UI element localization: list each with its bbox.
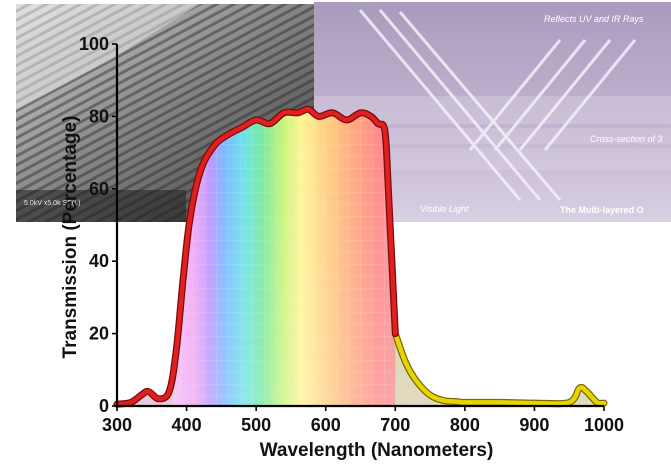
x-tick-label: 1000 [584, 415, 624, 435]
diagram-label-cross-section: Cross-section of 3 [590, 134, 663, 144]
x-tick-label: 300 [102, 415, 132, 435]
visible-curve [114, 106, 398, 407]
y-tick-label: 100 [79, 34, 109, 54]
x-tick-label: 900 [519, 415, 549, 435]
light-rays [358, 9, 637, 201]
diagram-label-reflects: Reflects UV and IR Rays [544, 14, 644, 24]
y-tick-label: 0 [99, 396, 109, 416]
y-tick-label: 40 [89, 251, 109, 271]
x-tick-label: 600 [311, 415, 341, 435]
diagram-label-visible-light: Visible Light [420, 204, 469, 214]
sem-caption: 5.0kV x5.0k SE(L) [24, 200, 80, 207]
axes: 300 400 500 600 700 800 900 1000 0 20 40 60 80 100 [79, 34, 624, 435]
y-tick-label: 60 [89, 179, 109, 199]
sem-micrograph-inset: 5.0kV x5.0k SE(L) [16, 4, 314, 222]
x-tick-label: 500 [241, 415, 271, 435]
y-tick-label: 80 [89, 106, 109, 126]
infrared-curve [393, 331, 607, 406]
x-tick-label: 400 [172, 415, 202, 435]
x-axis-title: Wavelength (Nanometers) [260, 440, 494, 461]
y-tick-label: 20 [89, 324, 109, 344]
x-tick-label: 800 [450, 415, 480, 435]
diagram-label-multilayer: The Multi-layered O [560, 205, 644, 215]
y-axis-title: Transmission (Percentage) [60, 116, 81, 359]
x-tick-label: 700 [380, 415, 410, 435]
